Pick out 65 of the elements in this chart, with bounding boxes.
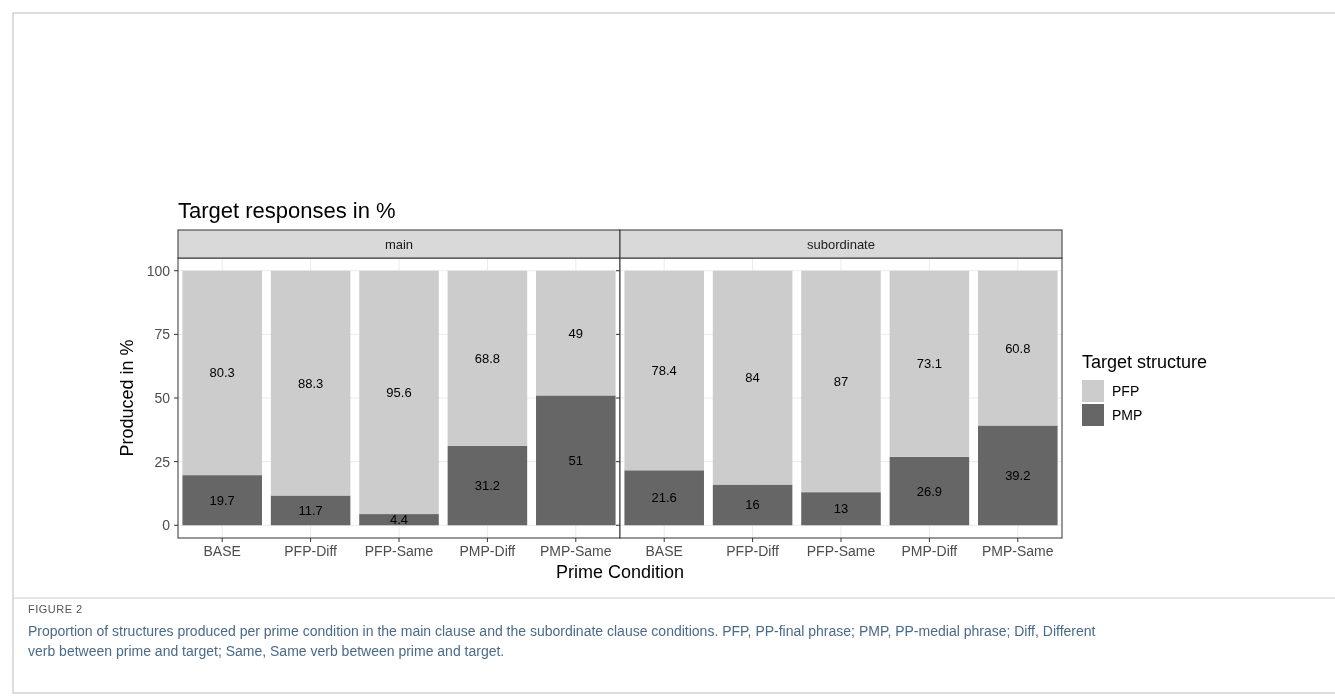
x-tick-label: PMP-Diff [459, 543, 516, 559]
data-label: 49 [568, 325, 584, 341]
x-tick-label: PFP-Diff [284, 543, 338, 559]
y-axis-title: Produced in % [117, 339, 137, 457]
data-label: 73.1 [916, 356, 943, 372]
bar [182, 475, 262, 526]
bar [447, 270, 528, 446]
legend-title: Target structure [1082, 352, 1208, 372]
y-tick-label: 100 [146, 262, 171, 279]
chart-title: Target responses in % [178, 198, 396, 223]
data-label: 88.3 [297, 375, 324, 391]
bar [270, 495, 351, 526]
data-label: 31.2 [474, 478, 501, 494]
bar [359, 514, 439, 526]
data-label: 13 [833, 501, 849, 517]
y-tick-label: 25 [154, 453, 171, 470]
legend-label: PMP [1112, 406, 1143, 423]
y-tick-label: 0 [162, 517, 171, 534]
text: Proportion of structures produced per prime condition in the main clause and the subordinate clause conditions. PFP, PP-final phrase; PMP, PP-medial phrase; Diff, Different verb between prime and target; Same, Same verb between prime and target. [28, 623, 1096, 659]
x-axis-title: Prime Condition [555, 562, 685, 582]
x-tick-label: PFP-Same [806, 543, 876, 559]
bar [536, 395, 616, 526]
x-tick-label: PMP-Diff [901, 543, 958, 559]
bar [889, 270, 970, 457]
bar [889, 456, 970, 526]
y-tick-label: 50 [154, 389, 171, 406]
y-tick-label: 75 [154, 326, 171, 343]
data-label: 78.4 [651, 363, 677, 379]
data-label: 19.7 [209, 492, 235, 508]
data-label: 11.7 [298, 502, 323, 518]
data-label: 39.2 [1005, 467, 1031, 483]
data-label: 80.3 [209, 365, 235, 381]
data-label: 26.9 [916, 483, 943, 499]
data-label: 16 [745, 497, 760, 513]
bar [359, 270, 439, 515]
x-tick-label: BASE [645, 543, 683, 559]
chart-subtitle: main [384, 236, 414, 252]
bar [447, 445, 528, 526]
data-label: 60.8 [1005, 340, 1031, 356]
bar [182, 270, 262, 476]
legend-label: PFP [1112, 382, 1140, 399]
x-tick-label: PFP-Diff [726, 543, 780, 559]
data-label: 87 [833, 374, 849, 389]
bar [712, 270, 793, 485]
caption: FIGURE 2 [28, 603, 83, 615]
data-label: 84 [745, 370, 760, 386]
bar [624, 470, 704, 526]
data-label: 4.4 [389, 512, 409, 528]
x-tick-label: PMP-Same [982, 543, 1054, 559]
x-tick-label: PMP-Same [540, 543, 612, 559]
bar [624, 270, 704, 471]
x-tick-label: BASE [203, 543, 241, 559]
bar [801, 270, 881, 493]
bar [978, 270, 1058, 426]
data-label: 95.6 [386, 384, 412, 400]
x-tick-label: PFP-Same [364, 543, 434, 559]
bar [978, 425, 1058, 526]
data-label: 51 [568, 452, 584, 468]
bar [712, 484, 793, 526]
bar [801, 492, 881, 526]
data-label: 68.8 [474, 350, 501, 366]
bar [536, 270, 616, 396]
data-label: 21.6 [651, 490, 677, 506]
bar [270, 270, 351, 496]
chart-subtitle: subordinate [807, 236, 875, 252]
